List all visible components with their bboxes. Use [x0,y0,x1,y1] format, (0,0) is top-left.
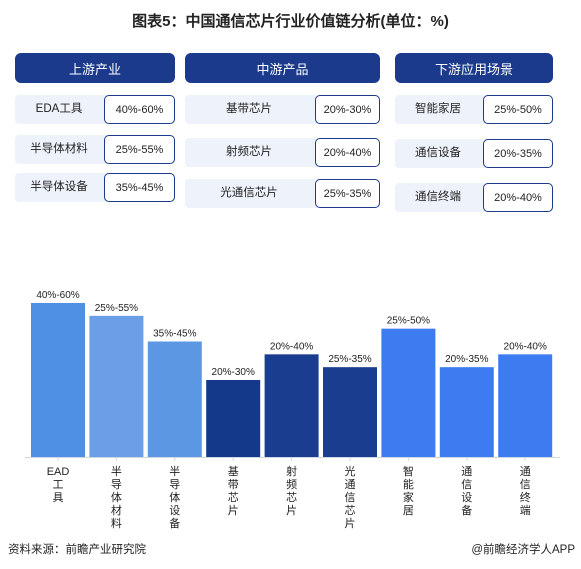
row-label: 通信设备 [415,147,461,159]
value-row: 基带芯片 20%-30% [185,95,380,124]
row-label: 射频芯片 [226,146,272,158]
row-label: 半导体材料 [30,143,88,155]
category-label: 智能家居 [403,464,414,517]
value-row: 半导体设备 35%-45% [15,173,175,202]
group-upstream: 上游产业 [15,53,175,83]
row-value: 25%-50% [483,95,553,124]
category-label: 通信终端 [520,465,531,517]
data-label: 20%-40% [270,341,313,352]
data-label: 35%-45% [153,329,196,340]
row-label: 光通信芯片 [220,187,278,199]
data-label: 20%-35% [445,354,488,365]
value-row: 半导体材料 25%-55% [15,135,175,164]
bar [31,303,85,457]
bar [439,367,494,457]
bar [323,367,377,457]
chart-title: 图表5：中国通信芯片行业价值链分析(单位：%) [132,13,449,30]
category-label: 基带芯片 [228,465,239,517]
data-label: 20%-40% [504,341,547,352]
group-midstream: 中游产品 [185,53,380,83]
data-label: 25%-55% [95,303,138,314]
category-label: 射频芯片 [286,464,297,517]
data-label: 20%-30% [212,367,255,378]
category-label: 半导体设备 [169,464,180,530]
row-label: 半导体设备 [30,181,88,193]
row-value: 20%-35% [483,139,553,168]
value-row: 射频芯片 20%-40% [185,138,380,167]
value-row: 通信终端 20%-40% [395,183,553,212]
bar [498,354,553,457]
group-header-upstream: 上游产业 [15,53,175,83]
credit-note: @前瞻经济学人APP [471,544,575,556]
row-label: 基带芯片 [226,103,272,115]
bar-chart: 40%-60% EAD 工具 25%-55% 半导体材料 35%-45% 半导体设备 20%-… [25,290,560,530]
bar [206,380,261,457]
data-label: 25%-35% [328,354,371,365]
category-label: 光通信芯片 [345,464,356,530]
row-value: 40%-60% [104,95,175,124]
value-row: EDA工具 40%-60% [15,95,175,124]
group-header-downstream: 下游应用场景 [395,53,553,83]
bar [147,341,202,457]
group-header-midstream: 中游产品 [185,53,380,83]
data-label: 40%-60% [36,290,79,301]
source-note: 资料来源：前瞻产业研究院 [8,544,146,556]
value-row: 光通信芯片 25%-35% [185,179,380,208]
group-downstream: 下游应用场景 [395,53,553,83]
row-value: 25%-35% [315,179,380,208]
row-value: 20%-40% [315,138,380,167]
row-label: 通信终端 [415,191,461,203]
bar [264,354,319,457]
row-value: 35%-45% [104,173,175,202]
row-label: 智能家居 [415,103,461,115]
value-row: 智能家居 25%-50% [395,95,553,124]
category-label: 半导体材料 [111,464,122,530]
row-value: 20%-30% [315,95,380,124]
bar [89,315,144,457]
row-value: 25%-55% [104,135,175,164]
data-label: 25%-50% [387,316,430,327]
category-label: EAD 工具 [47,466,70,504]
row-value: 20%-40% [483,183,553,212]
bar [381,328,436,457]
category-label: 通信设备 [461,465,472,517]
value-row: 通信设备 20%-35% [395,139,553,168]
row-label: EDA工具 [35,103,83,115]
